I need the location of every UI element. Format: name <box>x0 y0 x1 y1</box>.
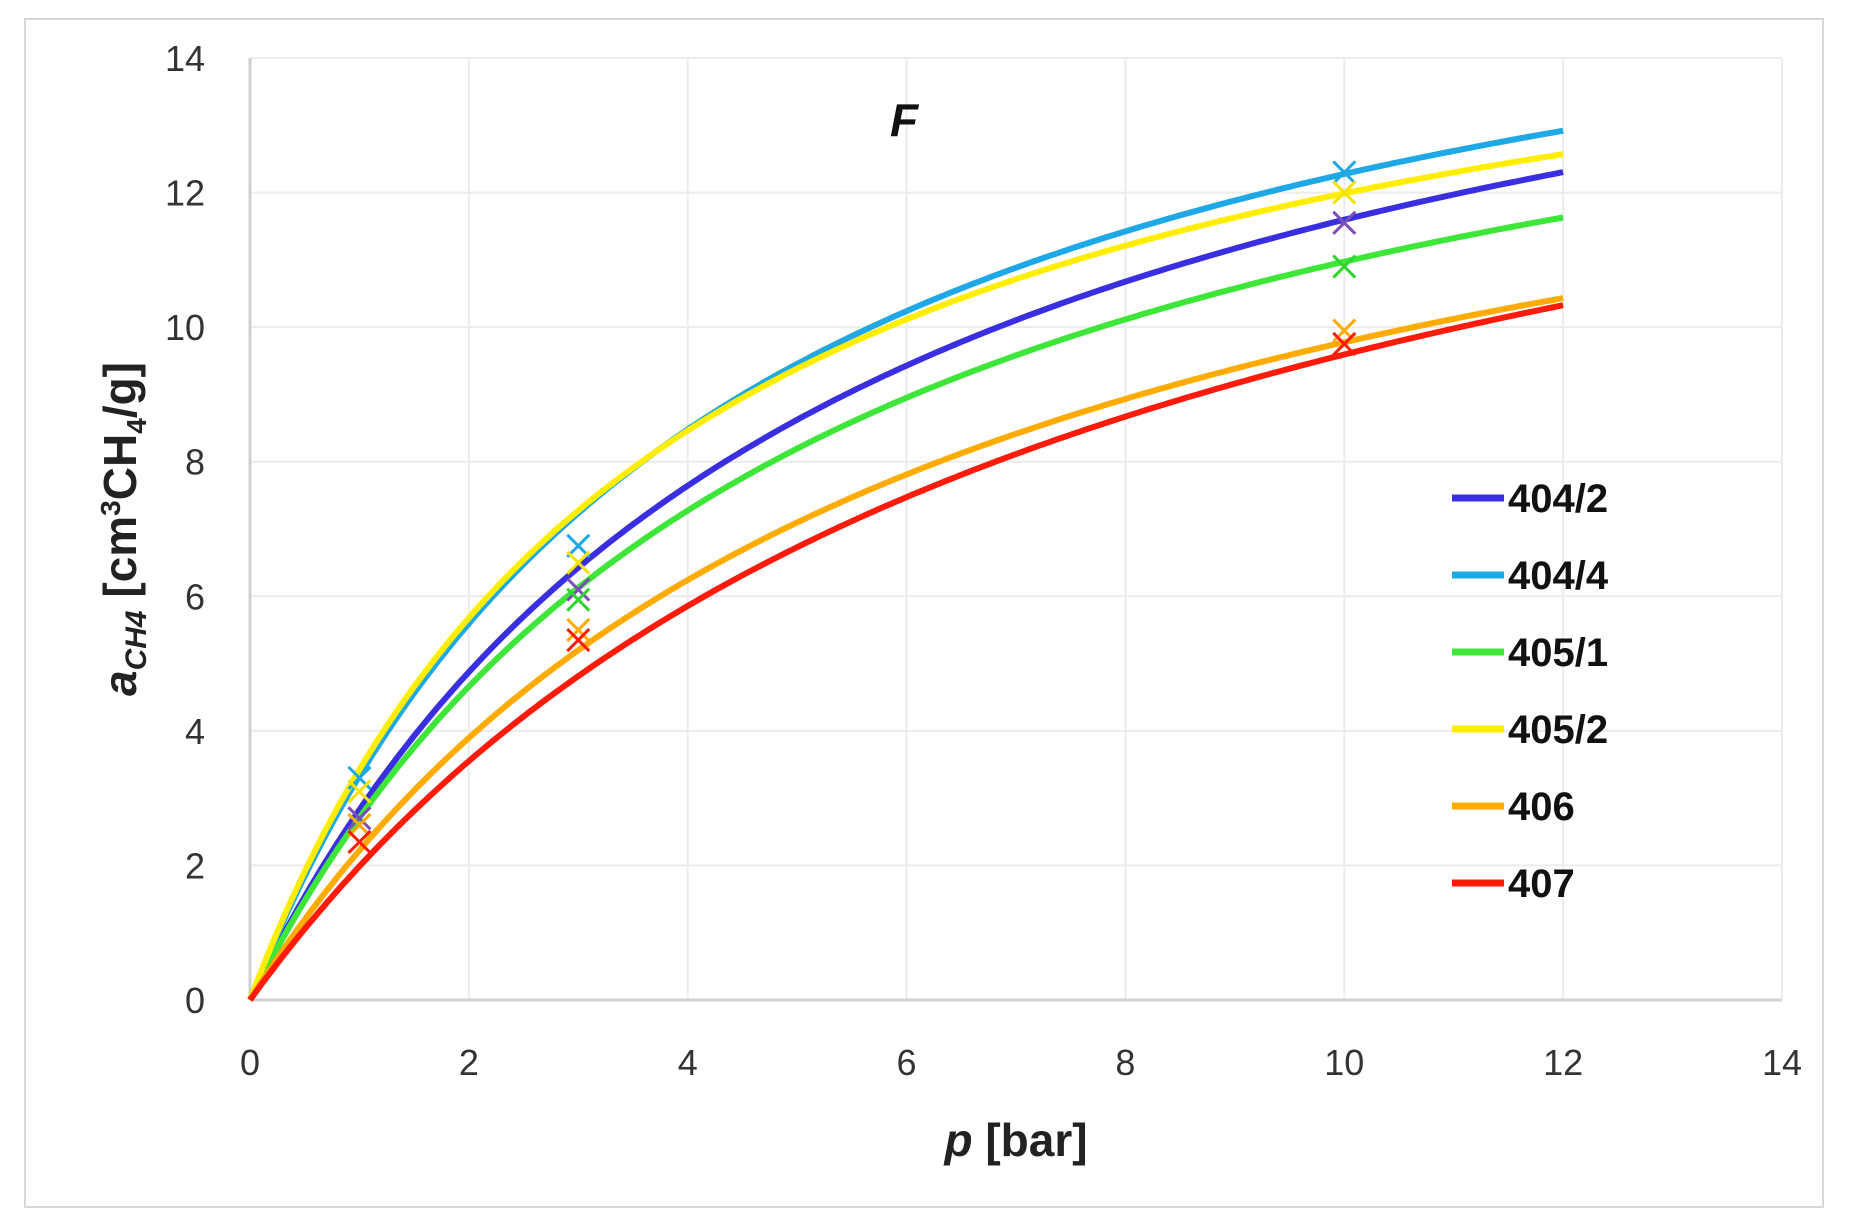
y-tick-label: 0 <box>185 980 205 1021</box>
data-point-404-2 <box>566 577 591 602</box>
y-tick-label: 14 <box>165 38 205 79</box>
data-point-405-2 <box>347 779 372 804</box>
x-tick-label: 12 <box>1543 1042 1583 1083</box>
legend-label: 404/4 <box>1508 554 1609 598</box>
data-point-405-1 <box>1332 254 1357 279</box>
y-tick-label: 12 <box>165 173 205 214</box>
y-axis-unit-part3: /g] <box>94 362 146 418</box>
series-curve-407 <box>247 302 1564 1002</box>
y-axis-unit-part2: CH <box>94 434 146 500</box>
x-tick-label: 4 <box>678 1042 698 1083</box>
legend-item-404-2: 404/2 <box>1452 477 1608 521</box>
data-point-404-2 <box>1332 210 1357 235</box>
legend-item-407: 407 <box>1452 862 1575 906</box>
series-curve-404-2 <box>247 169 1564 1002</box>
data-point-406 <box>566 617 591 642</box>
x-tick-labels: 0 2 4 6 8 10 12 14 <box>240 1042 1802 1083</box>
x-tick-label: 6 <box>897 1042 917 1083</box>
x-tick-label: 10 <box>1324 1042 1364 1083</box>
y-axis-title: aCH4 [cm3CH4/g] <box>94 362 153 696</box>
y-tick-label: 4 <box>185 711 205 752</box>
legend-item-405-2: 405/2 <box>1452 708 1608 752</box>
legend-label: 405/1 <box>1508 631 1608 675</box>
y-axis-unit-part1: [cm <box>94 516 146 611</box>
chart-frame <box>24 18 1824 1208</box>
legend-item-404-4: 404/4 <box>1452 554 1609 598</box>
data-point-405-2 <box>566 550 591 575</box>
data-point-405-1 <box>566 587 591 612</box>
gridlines <box>250 57 1783 1000</box>
legend-label: 405/2 <box>1508 708 1608 752</box>
legend-item-406: 406 <box>1452 785 1575 829</box>
panel-label: F <box>890 94 920 146</box>
data-point-405-2 <box>1332 180 1357 205</box>
legend-label: 406 <box>1508 785 1575 829</box>
x-axis-title: p [bar] <box>942 1114 1087 1166</box>
x-tick-label: 14 <box>1762 1042 1802 1083</box>
y-axis-superscript: 3 <box>95 500 126 516</box>
data-point-404-4 <box>566 533 591 558</box>
data-point-404-2 <box>347 806 372 831</box>
axes <box>248 58 1782 1002</box>
y-tick-label: 2 <box>185 845 205 886</box>
data-point-407 <box>1332 331 1357 357</box>
y-tick-label: 10 <box>165 307 205 348</box>
y-tick-label: 6 <box>185 576 205 617</box>
y-axis-subscript-2: 4 <box>121 418 152 434</box>
legend-item-405-1: 405/1 <box>1452 631 1608 675</box>
data-point-406 <box>347 812 372 838</box>
data-point-407 <box>347 829 372 854</box>
data-point-404-4 <box>1332 160 1357 185</box>
x-axis-symbol: p <box>942 1114 972 1166</box>
x-tick-label: 2 <box>459 1042 479 1083</box>
legend-label: 407 <box>1508 862 1575 906</box>
series-markers <box>347 160 1357 854</box>
x-tick-label: 8 <box>1115 1042 1135 1083</box>
legend-label: 404/2 <box>1508 477 1608 521</box>
x-tick-label: 0 <box>240 1042 260 1083</box>
legend: 404/2 404/4 405/1 405/2 406 407 <box>1452 477 1609 906</box>
x-axis-unit: [bar] <box>973 1114 1088 1166</box>
series-curve-405-1 <box>247 214 1564 1002</box>
y-tick-labels: 0 2 4 6 8 10 12 14 <box>165 38 205 1021</box>
y-axis-symbol: a <box>94 670 146 696</box>
data-point-407 <box>566 627 591 653</box>
y-tick-label: 8 <box>185 442 205 483</box>
y-axis-subscript: CH4 <box>120 610 153 670</box>
